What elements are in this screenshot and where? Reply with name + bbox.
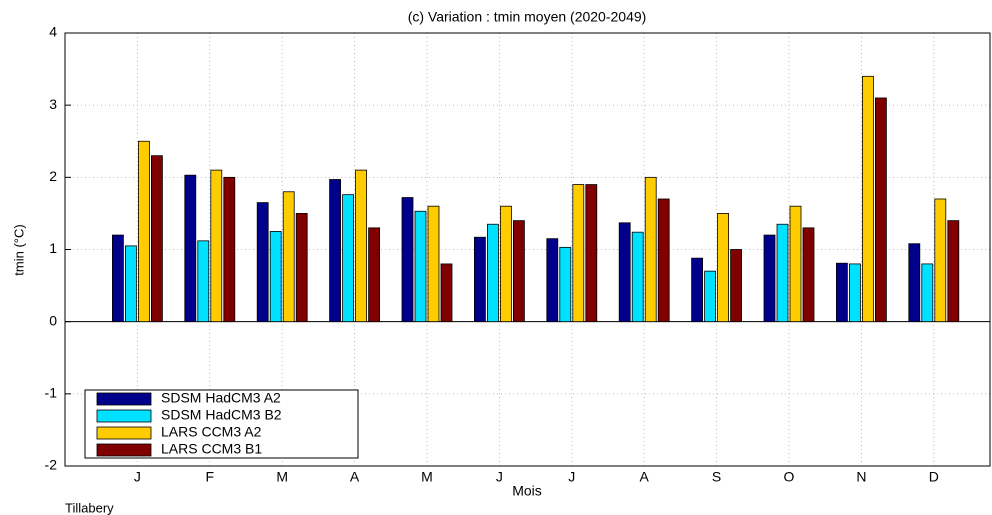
x-axis-label: Mois — [512, 483, 542, 499]
legend-swatch — [96, 443, 152, 457]
y-tick-label: 3 — [49, 96, 57, 112]
bar — [513, 220, 525, 323]
x-tick-label: O — [784, 469, 795, 485]
bar — [704, 270, 716, 323]
bar — [691, 257, 703, 323]
bar — [644, 176, 657, 323]
bar — [440, 263, 453, 323]
y-axis-label: tmin (°C) — [11, 224, 26, 275]
x-tick-label: S — [712, 469, 721, 485]
y-tick-label: 1 — [49, 240, 57, 256]
bar — [150, 155, 163, 323]
x-tick-label: F — [206, 469, 215, 485]
bar — [223, 176, 236, 323]
bar — [546, 238, 559, 323]
y-tick-label: 2 — [49, 168, 57, 184]
bar — [572, 184, 585, 323]
x-tick-label: J — [134, 469, 141, 485]
bar — [836, 262, 848, 323]
legend-swatch — [96, 409, 152, 423]
bar — [414, 210, 427, 323]
legend-label: LARS CCM3 A2 — [161, 424, 262, 440]
plot-frame — [64, 32, 991, 467]
bar — [125, 245, 137, 323]
bar — [934, 198, 947, 323]
x-tick-label: M — [421, 469, 433, 485]
y-tick-label: 4 — [49, 24, 57, 40]
bar — [137, 140, 150, 323]
bar — [921, 263, 934, 323]
x-tick-label: A — [640, 469, 650, 485]
bar — [730, 249, 742, 323]
bar — [875, 97, 887, 323]
bar — [210, 169, 223, 323]
bar — [499, 205, 512, 323]
bar — [197, 240, 210, 323]
bar — [849, 263, 861, 323]
bar — [657, 198, 670, 323]
bar — [585, 184, 598, 323]
bar — [256, 202, 269, 323]
x-tick-label: N — [856, 469, 866, 485]
bar — [789, 205, 802, 323]
bar — [427, 205, 440, 323]
x-tick-label: M — [276, 469, 288, 485]
bar — [282, 191, 295, 323]
bar — [618, 222, 631, 323]
bar — [486, 223, 499, 323]
legend-swatch — [96, 392, 152, 406]
x-tick-label: D — [929, 469, 939, 485]
bar — [862, 75, 874, 323]
bar — [631, 231, 644, 323]
legend-label: SDSM HadCM3 A2 — [161, 390, 281, 406]
bar — [329, 179, 342, 323]
legend-label: SDSM HadCM3 B2 — [161, 407, 282, 423]
x-tick-label: J — [568, 469, 575, 485]
x-tick-label: J — [496, 469, 503, 485]
chart-title: (c) Variation : tmin moyen (2020-2049) — [408, 9, 647, 25]
y-tick-label: -2 — [45, 457, 58, 473]
bar — [776, 223, 789, 323]
bar — [342, 194, 355, 323]
bar — [473, 236, 486, 323]
bar — [112, 234, 124, 323]
bar — [355, 169, 368, 323]
x-tick-label: A — [350, 469, 360, 485]
bar — [717, 213, 729, 323]
y-tick-label: -1 — [45, 385, 58, 401]
bar — [184, 174, 197, 323]
bar — [763, 234, 776, 323]
legend-swatch — [96, 426, 152, 440]
footnote: Tillabery — [65, 500, 114, 515]
bar — [559, 246, 572, 323]
legend-label: LARS CCM3 B1 — [161, 441, 262, 457]
bar — [947, 220, 960, 323]
bar — [368, 227, 381, 323]
bar — [802, 227, 815, 323]
bar — [401, 197, 414, 323]
bar — [295, 213, 308, 323]
y-tick-label: 0 — [49, 312, 57, 328]
bar — [908, 243, 921, 323]
bar — [269, 231, 282, 323]
